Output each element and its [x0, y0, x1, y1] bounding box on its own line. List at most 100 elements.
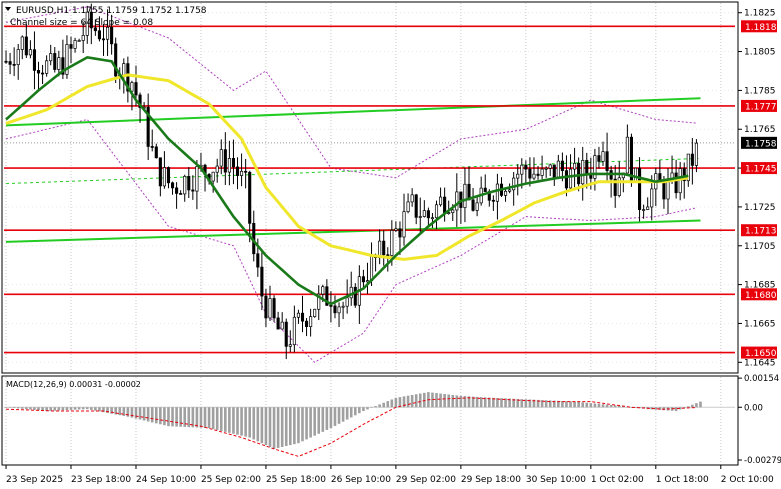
candle-body	[70, 44, 72, 48]
macd-histogram-bar	[301, 407, 304, 441]
macd-histogram-bar	[366, 407, 369, 409]
macd-histogram-bar	[415, 394, 418, 407]
macd-histogram-bar	[66, 407, 69, 410]
candle-body	[387, 255, 389, 256]
candle-body	[565, 171, 567, 188]
x-tick-label: 29 Sep 18:00	[461, 475, 521, 485]
candle-body	[82, 35, 84, 40]
macd-histogram-bar	[159, 407, 162, 424]
candle-body	[338, 307, 340, 313]
candle-body	[232, 158, 234, 167]
macd-histogram-bar	[439, 394, 442, 408]
candle-body	[5, 61, 7, 62]
level-price-label: 1.1745	[745, 165, 777, 175]
candle-body	[598, 156, 600, 162]
macd-histogram-bar	[5, 407, 8, 408]
candle-body	[521, 165, 523, 174]
macd-histogram-bar	[573, 402, 576, 408]
macd-histogram-bar	[590, 403, 593, 407]
macd-histogram-bar	[252, 407, 255, 439]
candle-body	[330, 305, 332, 306]
candle-body	[21, 37, 23, 50]
macd-histogram-bar	[200, 407, 203, 427]
candle-body	[41, 73, 43, 74]
candle-body	[74, 40, 76, 48]
candle-body	[419, 217, 421, 218]
macd-histogram-bar	[216, 407, 219, 430]
candle-body	[102, 39, 104, 40]
macd-histogram-bar	[131, 407, 134, 417]
level-price-label: 1.1713	[745, 227, 777, 237]
candle-body	[167, 168, 169, 183]
macd-histogram-bar	[265, 407, 268, 445]
macd-histogram-bar	[687, 406, 690, 407]
macd-histogram-bar	[37, 407, 40, 410]
candle-body	[346, 298, 348, 306]
candle-body	[54, 53, 56, 69]
symbol-header: EURUSD,H1 1.1755 1.1759 1.1752 1.1758	[16, 6, 207, 16]
macd-histogram-bar	[330, 407, 333, 428]
candle-body	[362, 277, 364, 282]
candle-body	[98, 31, 100, 39]
macd-histogram-bar	[565, 401, 568, 407]
candle-body	[106, 27, 108, 39]
macd-histogram-bar	[155, 407, 158, 423]
candle-body	[626, 137, 628, 173]
candle-body	[638, 168, 640, 209]
macd-histogram-bar	[171, 407, 174, 426]
y-tick-label: 1.1765	[744, 125, 776, 135]
candle-body	[354, 287, 356, 305]
level-price-label: 1.1777	[745, 102, 777, 112]
candle-body	[184, 176, 186, 194]
macd-histogram-bar	[147, 407, 150, 421]
x-tick-label: 2 Oct 10:00	[721, 475, 774, 485]
candle-body	[240, 171, 242, 175]
y-tick-label: 1.1665	[744, 319, 776, 329]
macd-histogram-bar	[175, 407, 178, 426]
macd-histogram-bar	[248, 407, 251, 437]
x-tick-label: 1 Oct 18:00	[656, 475, 709, 485]
candle-body	[423, 211, 425, 217]
macd-histogram-bar	[358, 407, 361, 413]
candle-body	[281, 322, 283, 329]
macd-histogram-bar	[196, 407, 199, 427]
candle-body	[695, 143, 697, 165]
candle-body	[391, 230, 393, 255]
candle-body	[407, 202, 409, 212]
candle-body	[525, 165, 527, 169]
time-axis: 23 Sep 2025 23 Sep 18:00 24 Sep 10:00 25 Se…	[6, 465, 774, 485]
candle-body	[179, 193, 181, 194]
candle-body	[236, 167, 238, 176]
x-tick-label: 29 Sep 02:00	[396, 475, 456, 485]
macd-histogram-bar	[581, 402, 584, 407]
candle-body	[301, 313, 303, 321]
candle-body	[586, 160, 588, 173]
candle-body	[265, 296, 267, 318]
macd-histogram-bar	[21, 407, 24, 409]
y-tick-label: 1.1645	[744, 358, 776, 368]
candle-body	[602, 152, 604, 162]
macd-histogram-bar	[374, 406, 377, 407]
candle-body	[305, 321, 307, 326]
candle-body	[549, 165, 551, 168]
candle-body	[37, 70, 39, 73]
candle-body	[175, 188, 177, 194]
candle-body	[212, 172, 214, 181]
candle-body	[17, 49, 19, 64]
macd-histogram-bar	[585, 403, 588, 408]
candle-body	[452, 210, 454, 213]
macd-histogram-bar	[94, 407, 97, 410]
candle-body	[322, 287, 324, 294]
macd-histogram-bar	[317, 407, 320, 433]
y-tick-label: 1.1805	[744, 48, 776, 58]
macd-histogram-bar	[326, 407, 329, 430]
macd-y-tick-label: -0.00279	[744, 456, 781, 466]
level-price-label: 1.1680	[745, 291, 777, 301]
macd-histogram-bar	[74, 407, 77, 409]
candle-body	[33, 50, 35, 71]
macd-histogram-bar	[123, 407, 126, 416]
macd-histogram-bar	[269, 407, 272, 447]
macd-histogram-bar	[212, 407, 215, 429]
macd-histogram-bar	[17, 407, 20, 408]
macd-histogram-bar	[594, 403, 597, 407]
